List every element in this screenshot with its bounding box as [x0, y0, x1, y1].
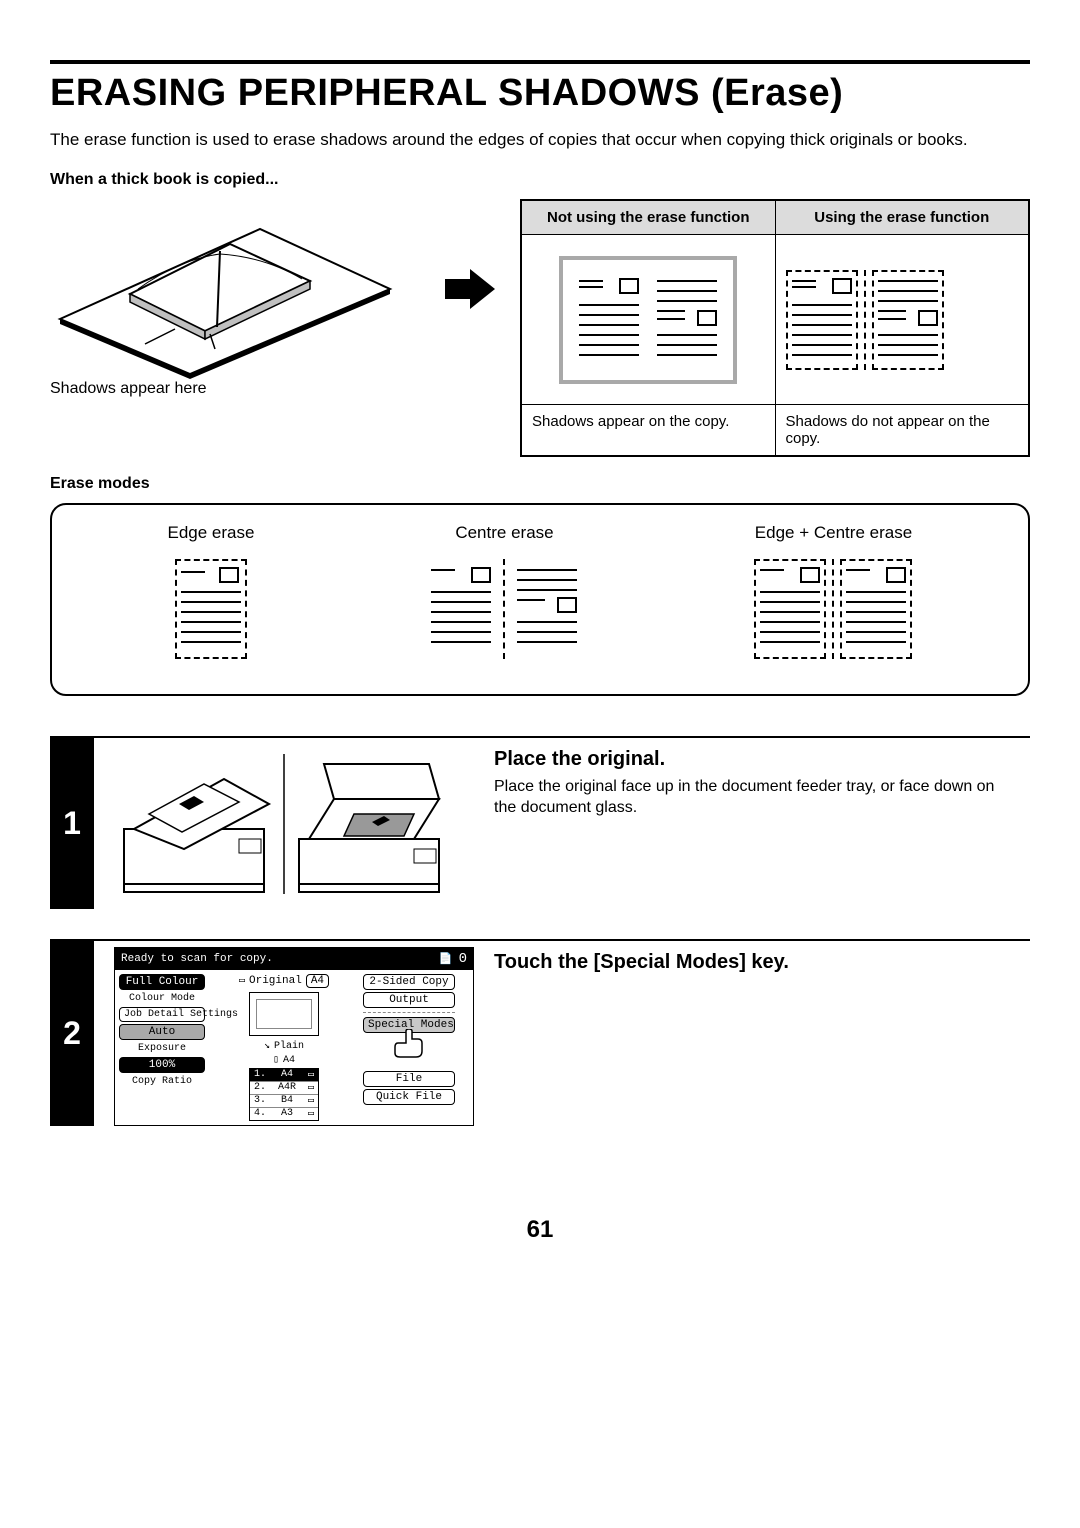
book-illustration: Shadows appear here: [50, 199, 420, 398]
mode2-label: Centre erase: [425, 523, 583, 543]
page-title: ERASING PERIPHERAL SHADOWS (Erase): [50, 72, 1030, 115]
step1-number: 1: [50, 738, 94, 909]
step-1: 1 Place the: [50, 736, 1030, 909]
copier-icon: [114, 744, 454, 904]
file-button[interactable]: File: [363, 1071, 455, 1087]
output-button[interactable]: Output: [363, 992, 455, 1008]
mode1-label: Edge erase: [168, 523, 255, 543]
step2-title: Touch the [Special Modes] key.: [494, 951, 1020, 974]
step-2: 2 Ready to scan for copy. 📄 0 Full Colou…: [50, 939, 1030, 1126]
step2-number: 2: [50, 941, 94, 1126]
job-detail-button[interactable]: Job Detail Settings: [119, 1007, 205, 1022]
col1-image: [521, 235, 775, 405]
book-on-glass-icon: [50, 199, 400, 379]
plain-label: Plain: [274, 1041, 304, 1052]
arrow-icon: [440, 199, 500, 379]
col2-caption: Shadows do not appear on the copy.: [775, 405, 1029, 457]
tray-icon: ▯: [273, 1054, 279, 1066]
quick-file-button[interactable]: Quick File: [363, 1089, 455, 1105]
step2-illustration: Ready to scan for copy. 📄 0 Full Colour …: [94, 941, 484, 1126]
ratio-button[interactable]: 100%: [119, 1057, 205, 1073]
intro-text: The erase function is used to erase shad…: [50, 129, 1030, 151]
machine-preview: [249, 992, 319, 1036]
subhead-when-copied: When a thick book is copied...: [50, 171, 1030, 189]
arrow-icon2: ↘: [264, 1040, 270, 1052]
colour-mode-label: Colour Mode: [119, 992, 205, 1005]
col1-caption: Shadows appear on the copy.: [521, 405, 775, 457]
page-number: 61: [50, 1216, 1030, 1244]
tray-list[interactable]: 1.A4▭ 2.A4R▭ 3.B4▭ 4.A3▭: [249, 1068, 319, 1121]
step1-illustration: [94, 738, 484, 909]
exposure-label: Exposure: [119, 1042, 205, 1055]
count: 0: [459, 951, 467, 967]
original-label: Original: [249, 975, 302, 987]
a4-label: A4: [283, 1055, 295, 1066]
copy-ratio-label: Copy Ratio: [119, 1075, 205, 1088]
top-rule: [50, 60, 1030, 64]
full-colour-button[interactable]: Full Colour: [119, 974, 205, 990]
comparison-table: Not using the erase function Using the e…: [520, 199, 1030, 457]
mode-centre: Centre erase: [425, 523, 583, 664]
page-icon: ▭: [239, 975, 245, 987]
doc-icon: 📄: [439, 952, 453, 966]
copier-screen: Ready to scan for copy. 📄 0 Full Colour …: [114, 947, 474, 1126]
step1-title: Place the original.: [494, 748, 1020, 771]
mode3-label: Edge + Centre erase: [754, 523, 912, 543]
pointing-hand-icon: [392, 1029, 426, 1059]
col1-header: Not using the erase function: [521, 200, 775, 235]
status-text: Ready to scan for copy.: [121, 953, 273, 965]
two-sided-button[interactable]: 2-Sided Copy: [363, 974, 455, 990]
book-caption: Shadows appear here: [50, 380, 420, 398]
comparison-row: Shadows appear here Not using the erase …: [50, 199, 1030, 457]
erase-modes-box: Edge erase Centre erase: [50, 503, 1030, 696]
auto-button[interactable]: Auto: [119, 1024, 205, 1040]
erase-modes-label: Erase modes: [50, 475, 1030, 493]
step1-body: Place the original face up in the docume…: [494, 777, 1020, 819]
mode-edge: Edge erase: [168, 523, 255, 664]
original-a4[interactable]: A4: [306, 974, 329, 988]
mode-edge-centre: Edge + Centre erase: [754, 523, 912, 664]
col2-image: [775, 235, 1029, 405]
col2-header: Using the erase function: [775, 200, 1029, 235]
